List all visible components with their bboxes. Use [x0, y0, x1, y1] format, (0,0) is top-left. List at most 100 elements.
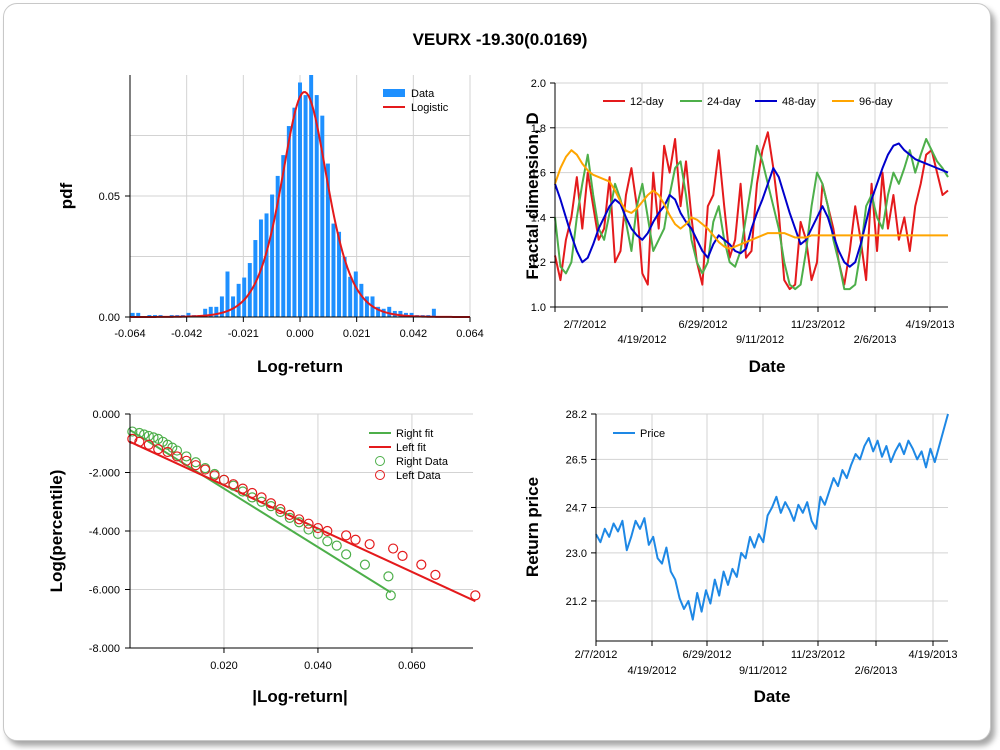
hist-bar: [225, 271, 230, 317]
hist-legend-data-swatch: [383, 89, 405, 97]
fractal-legend-48-day: 48-day: [782, 96, 816, 108]
hist-bar: [281, 155, 286, 317]
hist-bar: [314, 95, 319, 317]
tails-right-point: [190, 457, 201, 468]
hist-xtick-label: 0.064: [456, 328, 484, 340]
hist-bar: [186, 312, 191, 317]
hist-bar: [231, 296, 236, 317]
tails-left-point: [294, 514, 305, 525]
hist-bar: [292, 107, 297, 317]
tails-right-point: [237, 486, 248, 497]
fractal-legend-12-day: 12-day: [630, 96, 664, 108]
fractal-xtick-label: 4/19/2012: [618, 334, 667, 346]
tails-right-fit-line: [129, 429, 392, 594]
tails-left-point: [162, 446, 173, 458]
hist-bar: [219, 296, 224, 317]
tails-xtick-label: 0.040: [304, 660, 332, 672]
tails-right-point: [127, 426, 138, 437]
tails-left-point: [416, 559, 427, 570]
tails-right-point: [312, 528, 324, 540]
tails-left-point: [200, 464, 211, 475]
chart-frame: [3, 3, 991, 741]
hist-xlabel: Log-return: [257, 357, 343, 376]
tails-left-point: [341, 530, 352, 541]
tails-ylabel: Log(percentile): [47, 470, 66, 593]
tails-legend-left-data: Left Data: [396, 470, 442, 482]
fractal-ytick-label: 1.8: [531, 123, 546, 135]
tails-left-point: [171, 451, 183, 462]
tails-left-point: [247, 487, 258, 499]
tails-ytick-label: -2.000: [89, 468, 120, 480]
hist-xtick-label: 0.000: [286, 328, 314, 340]
tails-left-point: [190, 460, 201, 471]
tails-left-point: [388, 543, 399, 554]
fractal-ytick-label: 1.2: [531, 257, 546, 269]
price-legend: Price: [640, 428, 665, 440]
hist-bar: [130, 312, 135, 317]
tails-ytick-label: -6.000: [89, 585, 120, 597]
tails-left-point: [350, 534, 361, 545]
tails-right-point: [171, 445, 183, 456]
hist-bar: [320, 115, 325, 317]
tails-right-point: [294, 517, 305, 528]
price-line: [595, 413, 949, 621]
hist-bar: [337, 231, 342, 317]
fractal-ytick-label: 2.0: [531, 78, 546, 90]
tails-right-point: [256, 496, 267, 507]
price-ytick-label: 24.7: [566, 502, 587, 514]
fractal-ytick-label: 1.0: [531, 302, 546, 314]
hist-bar: [398, 310, 403, 317]
tails-legend-right-fit: Right fit: [396, 428, 433, 440]
hist-bar: [214, 306, 219, 317]
hist-bar: [136, 312, 141, 317]
tails-left-point: [134, 436, 145, 447]
hist-bar: [376, 306, 381, 317]
tails-right-point: [275, 506, 286, 518]
tails-right-point: [284, 512, 295, 523]
tails-ytick-label: -4.000: [89, 526, 120, 538]
fractal-xtick-label: 9/11/2012: [736, 334, 784, 346]
hist-xtick-label: -0.064: [114, 328, 145, 340]
hist-ytick-label: 0.00: [99, 312, 120, 324]
tails-xlabel: |Log-return|: [252, 687, 347, 706]
tails-legend-right-data: Right Data: [396, 456, 449, 468]
hist-bar: [409, 312, 414, 317]
fractal-line-24-day: [554, 138, 949, 291]
tails-left-point: [397, 550, 408, 561]
tails-left-point: [322, 525, 333, 537]
hist-bar: [298, 82, 302, 317]
tails-left-point: [430, 569, 441, 580]
tails-left-point: [265, 498, 277, 509]
price-xtick-label: 2/6/2013: [855, 665, 898, 677]
fractal-line-12-day: [554, 131, 949, 291]
price-xtick-label: 4/19/2012: [628, 665, 677, 677]
hist-bar: [253, 240, 258, 317]
hist-bar: [247, 263, 252, 317]
hist-ytick-label: 0.05: [99, 191, 120, 203]
tails-left-point: [181, 455, 192, 466]
tails-xtick-label: 0.060: [398, 660, 426, 672]
fractal-ytick-label: 1.6: [531, 168, 546, 180]
tails-legend-right-data-swatch: [375, 456, 385, 466]
tails-right-point: [385, 590, 396, 601]
hist-bar: [270, 194, 275, 317]
fractal-ytick-label: 1.4: [531, 212, 546, 224]
tails-left-point: [275, 503, 286, 515]
tails-left-point: [284, 509, 295, 521]
tails-right-point: [303, 524, 314, 535]
price-xtick-label: 6/29/2012: [683, 649, 732, 661]
tails-legend-left-data-swatch: [375, 470, 385, 480]
fractal-legend-96-day: 96-day: [859, 96, 893, 108]
fractal-xtick-label: 2/6/2013: [854, 334, 897, 346]
hist-bar: [208, 306, 213, 317]
tails-right-point: [148, 432, 159, 443]
price-ytick-label: 26.5: [566, 454, 587, 466]
tails-left-point: [470, 590, 481, 601]
tails-left-point: [237, 483, 248, 494]
hist-bar: [325, 163, 330, 317]
hist-xtick-label: -0.042: [171, 328, 202, 340]
hist-bar: [431, 308, 436, 317]
hist-bar: [264, 213, 269, 317]
tails-right-point: [322, 536, 333, 547]
